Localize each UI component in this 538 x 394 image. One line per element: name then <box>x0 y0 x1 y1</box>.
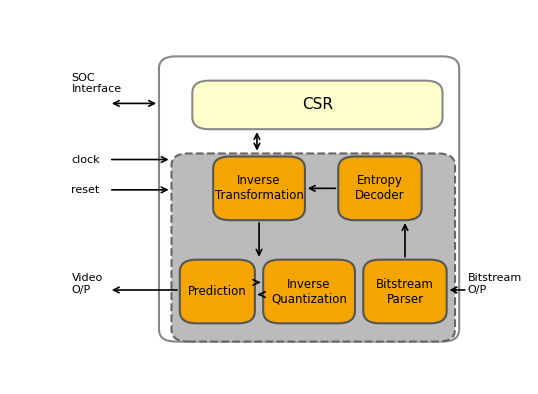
Text: reset: reset <box>72 185 100 195</box>
Text: Inverse
Transformation: Inverse Transformation <box>215 175 303 203</box>
Text: Bitstream
O/P: Bitstream O/P <box>468 273 522 295</box>
FancyBboxPatch shape <box>172 153 455 342</box>
Text: Bitstream
Parser: Bitstream Parser <box>376 277 434 305</box>
Text: SOC
Interface: SOC Interface <box>72 73 122 95</box>
Text: Inverse
Quantization: Inverse Quantization <box>271 277 347 305</box>
FancyBboxPatch shape <box>363 260 447 323</box>
FancyBboxPatch shape <box>159 56 459 342</box>
Text: Entropy
Decoder: Entropy Decoder <box>355 175 405 203</box>
Text: Video
O/P: Video O/P <box>72 273 103 295</box>
FancyBboxPatch shape <box>338 156 422 220</box>
FancyBboxPatch shape <box>213 156 305 220</box>
Text: clock: clock <box>72 154 100 165</box>
FancyBboxPatch shape <box>263 260 355 323</box>
FancyBboxPatch shape <box>192 81 442 129</box>
Text: Prediction: Prediction <box>188 285 247 298</box>
Text: CSR: CSR <box>302 97 333 112</box>
FancyBboxPatch shape <box>180 260 255 323</box>
